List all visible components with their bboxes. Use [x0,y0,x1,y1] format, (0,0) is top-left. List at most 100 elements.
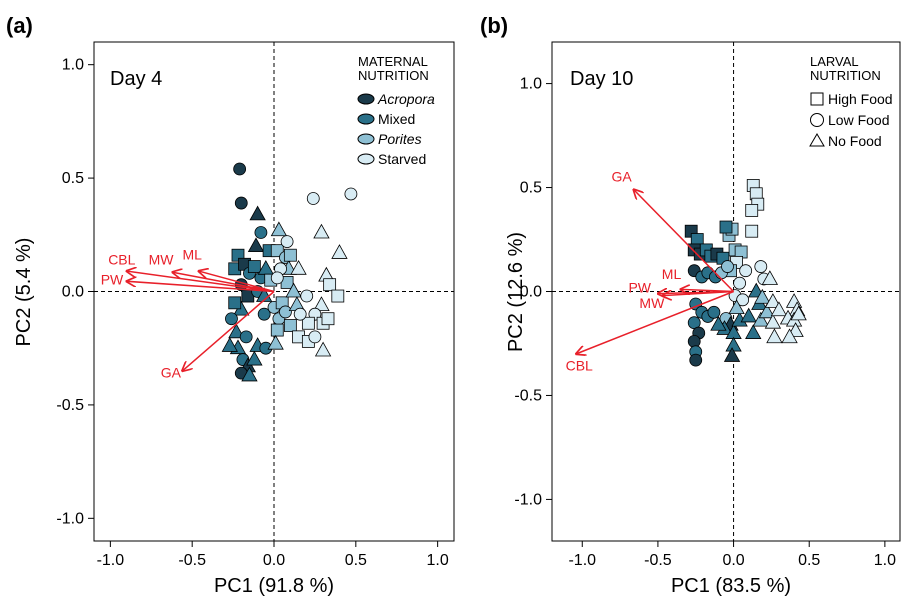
legend-a-key-starved [357,153,375,165]
vector-arrow-ml [199,271,275,293]
x-tick-label: -1.0 [97,552,125,569]
data-point-square [247,260,261,273]
data-point-triangle [740,307,757,323]
panel-a-vectors: CBL MW ML PW GA [101,247,275,381]
vector-label-ga: GA [161,365,182,381]
legend-b-key-triangle-icon [809,133,825,147]
data-point-triangle [267,334,284,350]
vector-arrow-pw [127,281,275,293]
data-point-square [270,244,284,258]
panel-b-axes: -1.0 -0.5 0.0 0.5 1.0 -1.0 -0.5 0.0 0.5 1.0 [514,42,900,569]
vector-label-pw: PW [101,272,124,288]
data-point-circle [739,264,753,278]
legend-a-key-acropora [357,93,375,105]
x-tick-label: 0.5 [345,552,367,569]
vector-arrow-mw [662,292,734,296]
y-tick-label: -0.5 [56,397,84,414]
legend-b-key-circle-icon [810,113,824,127]
panel-b-xlabel: PC1 (83.5 %) [671,575,791,597]
panel-b-ylabel: PC2 (12.6 %) [505,232,527,352]
data-point-triangle [752,311,769,327]
legend-a-key-mixed [357,113,375,125]
vector-arrow-ga [634,190,735,293]
legend-b-label-low-food: Low Food [828,112,889,128]
y-tick-label: 0.5 [62,170,84,187]
data-point-square [745,204,759,217]
data-point-triangle [270,221,288,237]
data-point-circle [234,196,248,210]
data-point-square [321,312,335,326]
data-point-circle [733,276,747,290]
panel-a-ylabel: PC2 (5.4 %) [13,238,35,347]
data-point-triangle [256,287,273,302]
data-point-triangle [285,282,302,298]
data-point-triangle [313,296,330,312]
data-point-triangle [221,337,238,352]
panel-a-xlabel: PC1 (91.8 %) [214,575,334,597]
y-tick-label: -0.5 [514,387,542,404]
data-point-triangle [764,313,782,329]
legend-b-key-square-icon [810,92,824,106]
x-tick-label: 1.0 [874,552,896,569]
vector-arrow-ga [182,290,275,371]
data-point-square [270,323,284,337]
data-point-circle [254,226,268,239]
panel-b-legend: LARVAL NUTRITION High Food Low Food No F… [809,54,893,149]
data-point-triangle [249,205,266,221]
vector-label-mw: MW [639,295,665,311]
x-tick-label: 1.0 [427,552,449,569]
vector-label-ml: ML [182,247,202,263]
vector-label-ga: GA [611,168,632,184]
panel-a-axes: -1.0 -0.5 0.0 0.5 1.0 -1.0 -0.5 0.0 0.5 1.0 [56,42,454,569]
data-point-circle [754,260,768,273]
panel-a-legend: MATERNAL NUTRITION Acropora Mixed Porite… [357,54,435,167]
data-point-triangle [770,301,788,317]
legend-b-title-line-2: NUTRITION [810,68,881,83]
panel-b-day-annotation: Day 10 [570,68,633,90]
data-point-square [719,220,733,234]
y-tick-label: -1.0 [56,510,84,527]
panel-a-points [221,162,358,382]
legend-a-title-line-1: MATERNAL [358,54,428,69]
data-point-triangle [723,347,741,362]
data-point-circle [233,162,247,176]
y-tick-label: 0.0 [62,284,84,301]
data-point-circle [225,312,238,326]
y-tick-label: 1.0 [520,76,542,93]
legend-a-label-starved: Starved [378,151,426,167]
legend-b-label-high-food: High Food [828,91,893,107]
vector-label-pw: PW [628,280,651,296]
y-tick-label: 0.0 [520,284,542,301]
x-tick-label: -0.5 [644,552,672,569]
data-point-square [323,278,337,292]
data-point-circle [280,235,294,249]
vector-arrow-mw [173,272,275,293]
data-point-triangle [790,305,807,321]
data-point-circle [293,307,307,321]
data-point-triangle [228,323,245,339]
data-point-triangle [725,336,742,352]
panel-a-day-annotation: Day 4 [110,68,162,90]
data-point-triangle [241,366,258,382]
data-point-triangle [314,341,332,357]
data-point-circle [239,330,253,344]
vector-label-cbl: CBL [108,251,135,267]
legend-a-key-porites [357,133,375,145]
data-point-triangle [745,324,762,339]
panel-b-label: (b) [480,13,508,38]
data-point-circle [721,260,734,273]
legend-a-label-acropora: Acropora [377,91,435,107]
x-tick-label: 0.5 [798,552,820,569]
legend-b-label-no-food: No Food [828,133,882,149]
data-point-circle [300,289,314,303]
vector-label-mw: MW [149,251,175,267]
data-point-circle [308,330,322,344]
legend-b-title-line-1: LARVAL [810,54,859,69]
data-point-circle [689,353,703,367]
data-point-triangle [290,259,307,275]
data-point-circle [257,307,271,321]
data-point-circle [279,305,292,319]
data-point-triangle [758,303,776,319]
data-point-triangle [754,288,771,304]
